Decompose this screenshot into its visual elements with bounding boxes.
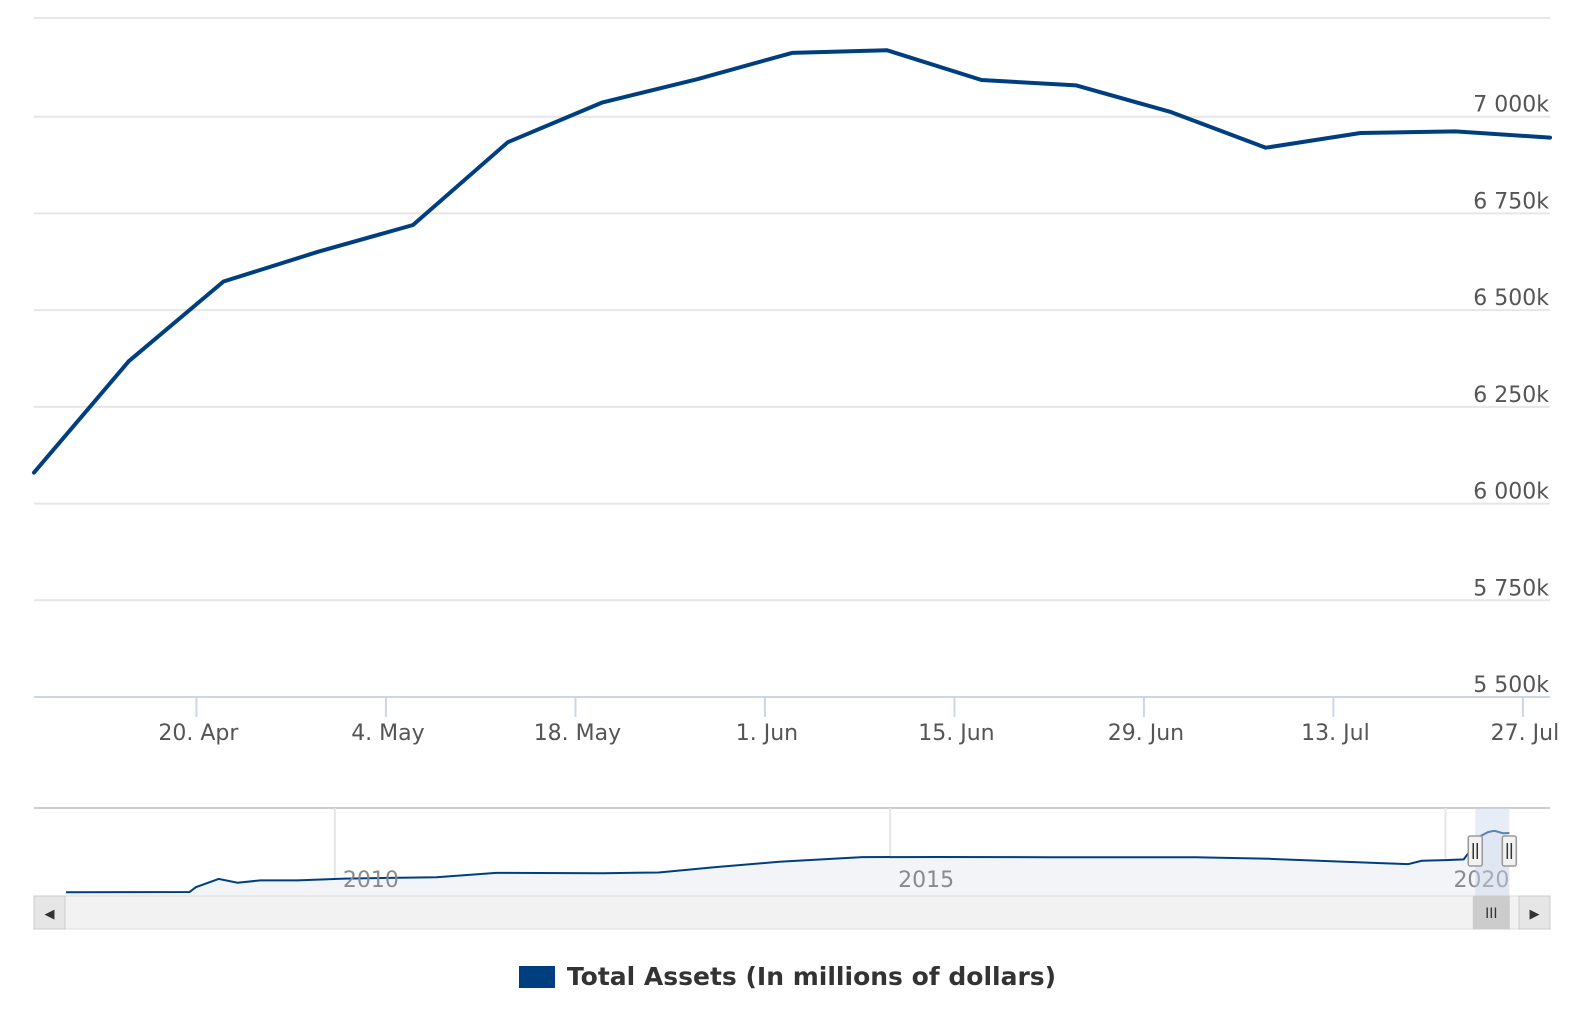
scroll-left-button[interactable]: ◀ [33, 895, 66, 930]
y-tick-label: 7 000k [1473, 93, 1549, 118]
data-point[interactable] [788, 49, 796, 57]
grip-icon: III [1485, 906, 1497, 922]
data-point[interactable] [220, 278, 228, 286]
data-point[interactable] [1546, 134, 1554, 142]
x-tick-label: 27. Jul [1491, 721, 1560, 746]
navigator-right-handle[interactable] [1501, 835, 1518, 867]
y-tick-label: 5 500k [1473, 673, 1549, 698]
series-layer [30, 46, 1554, 477]
scrollbar[interactable]: ◀ ▶ III [33, 895, 1551, 930]
navigator-tick-label: 2010 [343, 868, 399, 893]
data-point[interactable] [693, 75, 701, 83]
x-tick-label: 15. Jun [918, 721, 994, 746]
data-point[interactable] [314, 248, 322, 256]
data-point[interactable] [125, 357, 133, 365]
data-point[interactable] [1167, 108, 1175, 116]
navigator-tick-label: 2015 [898, 868, 954, 893]
y-tick-label: 6 000k [1473, 480, 1549, 505]
y-tick-label: 5 750k [1473, 576, 1549, 601]
data-point[interactable] [1262, 144, 1270, 152]
scroll-right-button[interactable]: ▶ [1518, 895, 1551, 930]
navigator-left-handle[interactable] [1467, 835, 1483, 867]
data-point[interactable] [30, 469, 38, 477]
data-point[interactable] [978, 76, 986, 84]
scrollbar-track[interactable] [33, 895, 1551, 930]
data-point[interactable] [409, 221, 417, 229]
legend-label[interactable]: Total Assets (In millions of dollars) [566, 962, 1057, 991]
navigator-area [66, 830, 1510, 896]
grid-lines [34, 17, 1550, 698]
legend-swatch[interactable] [518, 965, 555, 988]
x-axis: 20. Apr 4. May 18. May 1. Jun 15. Jun 29. Jun… [158, 697, 1559, 746]
data-point[interactable] [1072, 81, 1080, 89]
legend[interactable]: Total Assets (In millions of dollars) [0, 962, 1575, 991]
navigator[interactable]: 2010 2015 2020 [34, 807, 1550, 896]
navigator-tick-label: 2020 [1453, 868, 1509, 893]
chevron-left-icon: ◀ [45, 907, 55, 922]
data-point[interactable] [1357, 129, 1365, 137]
data-point[interactable] [1451, 127, 1459, 135]
x-tick-label: 13. Jul [1301, 721, 1370, 746]
x-tick-label: 20. Apr [158, 721, 239, 746]
x-tick-label: 18. May [534, 721, 621, 746]
chevron-right-icon: ▶ [1530, 907, 1540, 922]
data-point[interactable] [599, 98, 607, 106]
y-tick-label: 6 750k [1473, 189, 1549, 214]
series-line[interactable] [32, 48, 1552, 475]
data-point[interactable] [883, 46, 891, 54]
x-tick-label: 1. Jun [736, 721, 798, 746]
y-tick-label: 6 500k [1473, 286, 1549, 311]
x-tick-label: 4. May [351, 721, 424, 746]
x-tick-label: 29. Jun [1108, 721, 1184, 746]
y-tick-label: 6 250k [1473, 383, 1549, 408]
scrollbar-thumb[interactable]: III [1472, 895, 1510, 930]
data-point[interactable] [504, 138, 512, 146]
y-axis-labels: 5 500k 5 750k 6 000k 6 250k 6 500k 6 750k 7 00… [1473, 93, 1549, 698]
